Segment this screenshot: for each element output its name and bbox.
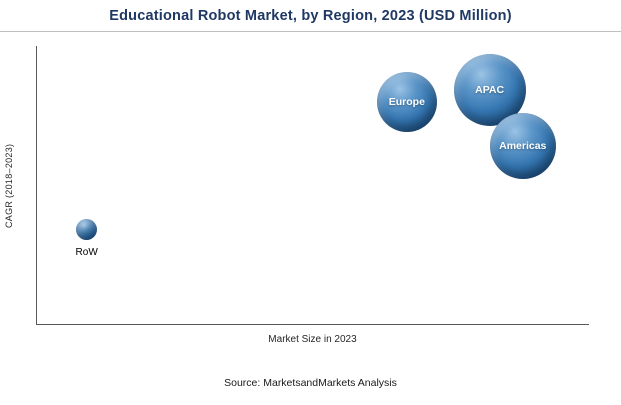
bubble-label-row: RoW xyxy=(75,246,98,258)
bubble-americas: Americas xyxy=(489,113,556,180)
plot-area: Europe APAC Americas RoW xyxy=(36,46,589,325)
bubble-row: RoW xyxy=(76,218,98,258)
bubble-label-apac: APAC xyxy=(475,84,505,97)
chart-title: Educational Robot Market, by Region, 202… xyxy=(109,7,512,24)
bubble-apac: APAC xyxy=(453,54,526,127)
chart-header: Educational Robot Market, by Region, 202… xyxy=(0,0,621,32)
bubble-label-europe: Europe xyxy=(388,95,425,108)
x-axis-label: Market Size in 2023 xyxy=(268,334,357,345)
source-note: Source: MarketsandMarkets Analysis xyxy=(224,377,397,389)
bubble-europe: Europe xyxy=(376,71,437,132)
bubble-label-americas: Americas xyxy=(499,140,547,153)
y-axis-label: CAGR (2018–2023) xyxy=(4,143,14,228)
